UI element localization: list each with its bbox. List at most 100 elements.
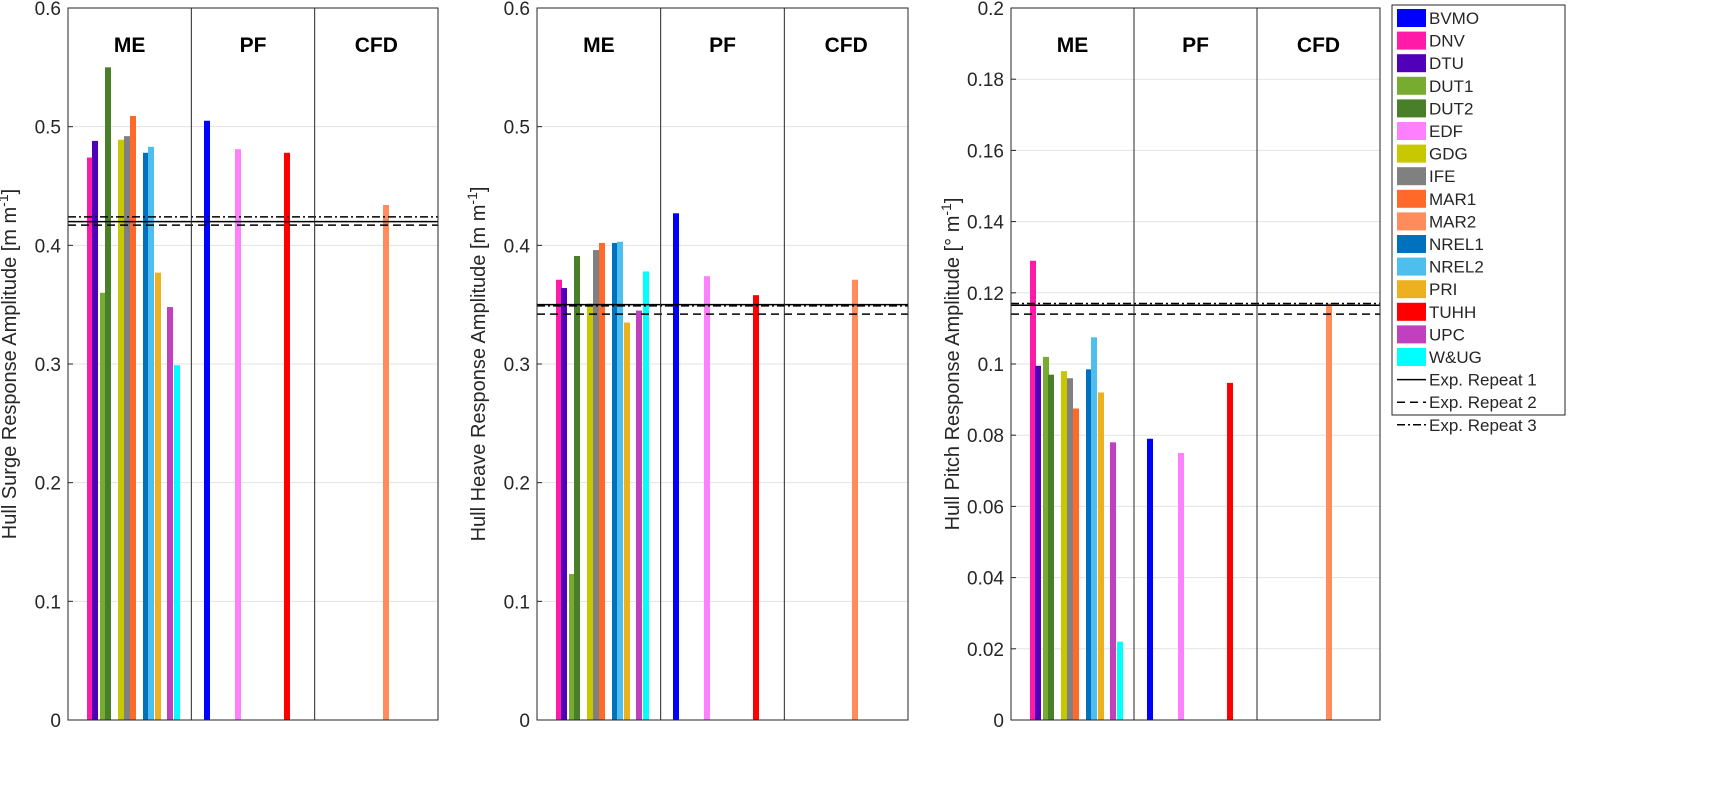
legend-label: DUT1 bbox=[1429, 77, 1473, 96]
y-tick-label: 0.6 bbox=[504, 0, 530, 20]
y-tick-label: 0.2 bbox=[504, 474, 530, 495]
section-label-me: ME bbox=[114, 34, 146, 57]
bar-dtu bbox=[1035, 365, 1041, 720]
legend-label: IFE bbox=[1429, 167, 1455, 186]
y-tick-label: 0.4 bbox=[504, 236, 531, 257]
legend-label: GDG bbox=[1429, 145, 1468, 164]
legend-label: DNV bbox=[1429, 32, 1466, 51]
legend-swatch bbox=[1397, 9, 1426, 27]
y-tick-label: 0.5 bbox=[35, 118, 61, 139]
y-tick-label: 0.2 bbox=[35, 474, 61, 495]
bar-dut1 bbox=[1043, 356, 1049, 720]
bar-pri bbox=[1098, 392, 1104, 720]
panel-2: 0 0.1 0.2 0.3 0.4 0.5 0.6 ME PF CFD Hull Heave Res… bbox=[464, 0, 909, 732]
bar-dnv bbox=[1030, 260, 1036, 720]
section-label-cfd: CFD bbox=[355, 34, 398, 57]
y-tick-label: 0.3 bbox=[504, 355, 530, 376]
legend-swatch bbox=[1397, 212, 1426, 231]
bar-nrel1 bbox=[612, 242, 618, 720]
bar-nrel2 bbox=[1091, 337, 1097, 720]
bar-tuhh bbox=[753, 295, 759, 720]
bar-w-ug bbox=[643, 271, 649, 720]
legend-swatch bbox=[1397, 99, 1426, 118]
panel-1: 0 0.1 0.2 0.3 0.4 0.5 0.6 ME PF CFD Hull Surge Res… bbox=[0, 0, 439, 732]
legend-label: Exp. Repeat 2 bbox=[1429, 393, 1537, 412]
y-tick-label: 0.06 bbox=[967, 497, 1004, 518]
bar-ife bbox=[1067, 378, 1073, 720]
bar-dut1 bbox=[100, 292, 106, 720]
y-tick-label: 0 bbox=[50, 711, 61, 732]
bar-upc bbox=[167, 307, 173, 720]
y-tick-label: 0 bbox=[519, 711, 530, 732]
bar-nrel1 bbox=[143, 152, 149, 721]
y-tick-label: 0.5 bbox=[504, 118, 530, 139]
bar-bvmo bbox=[204, 120, 210, 720]
y-tick-label: 0.02 bbox=[967, 640, 1004, 661]
legend-label: UPC bbox=[1429, 325, 1465, 344]
bar-ife bbox=[124, 136, 130, 720]
bar-mar1 bbox=[130, 115, 136, 720]
y-tick-label: 0.1 bbox=[504, 592, 530, 613]
legend-label: Exp. Repeat 3 bbox=[1429, 416, 1537, 435]
bar-dut2 bbox=[574, 256, 580, 720]
legend-swatch bbox=[1397, 235, 1426, 253]
bar-w-ug bbox=[174, 365, 180, 720]
bar-edf bbox=[704, 276, 710, 720]
bar-mar2 bbox=[852, 279, 858, 720]
legend-swatch bbox=[1397, 31, 1426, 50]
section-label-pf: PF bbox=[709, 34, 736, 57]
y-tick-label: 0.04 bbox=[967, 569, 1004, 590]
bar-bvmo bbox=[1147, 438, 1153, 720]
section-label-cfd: CFD bbox=[825, 34, 868, 57]
bar-nrel1 bbox=[1086, 369, 1092, 720]
y-tick-label: 0.12 bbox=[967, 284, 1004, 305]
legend-label: DTU bbox=[1429, 54, 1464, 73]
legend-swatch bbox=[1397, 54, 1426, 73]
legend-label: TUHH bbox=[1429, 303, 1476, 322]
bar-w-ug bbox=[1117, 641, 1123, 720]
legend-label: W&UG bbox=[1429, 348, 1482, 367]
legend-label: NREL2 bbox=[1429, 258, 1484, 277]
section-label-cfd: CFD bbox=[1297, 34, 1340, 57]
legend-label: BVMO bbox=[1429, 9, 1479, 28]
panel-3: 0 0.02 0.04 0.06 0.08 0.1 0.12 0.14 0.16 0.18 0.2 M… bbox=[938, 0, 1381, 732]
y-tick-label: 0.16 bbox=[967, 141, 1004, 162]
y-axis-label: Hull Pitch Response Amplitude [° m-1] bbox=[938, 198, 964, 531]
y-tick-label: 0.2 bbox=[978, 0, 1004, 20]
bar-edf bbox=[1178, 453, 1184, 720]
bar-nrel2 bbox=[148, 146, 154, 721]
bar-upc bbox=[1110, 442, 1116, 720]
bar-mar2 bbox=[383, 204, 389, 720]
legend-label: NREL1 bbox=[1429, 235, 1484, 254]
legend-label: MAR2 bbox=[1429, 212, 1476, 231]
legend-swatch bbox=[1397, 122, 1426, 140]
legend-swatch bbox=[1397, 348, 1426, 366]
legend-swatch bbox=[1397, 302, 1426, 321]
bar-dut1 bbox=[569, 574, 575, 720]
bar-dut2 bbox=[1048, 374, 1054, 720]
bar-tuhh bbox=[1227, 382, 1233, 720]
legend-swatch bbox=[1397, 189, 1426, 208]
bar-edf bbox=[235, 149, 241, 721]
legend-swatch bbox=[1397, 257, 1426, 276]
legend-label: MAR1 bbox=[1429, 190, 1476, 209]
bar-mar1 bbox=[1073, 408, 1079, 720]
y-tick-label: 0.08 bbox=[967, 426, 1004, 447]
legend-swatch bbox=[1397, 144, 1426, 163]
bar-bvmo bbox=[673, 213, 679, 720]
section-label-me: ME bbox=[1057, 34, 1089, 57]
legend-swatch bbox=[1397, 325, 1426, 344]
legend: BVMO DNV DTU DUT1 DUT2 EDF GDG IFE MAR1 MAR2 NREL1… bbox=[1391, 4, 1566, 435]
bar-dtu bbox=[561, 288, 567, 720]
bar-dtu bbox=[92, 140, 98, 720]
section-label-pf: PF bbox=[240, 34, 267, 57]
legend-label: Exp. Repeat 1 bbox=[1429, 371, 1537, 390]
legend-swatch bbox=[1397, 280, 1426, 299]
y-tick-label: 0.1 bbox=[978, 355, 1004, 376]
axes-frame bbox=[67, 7, 439, 721]
legend-label: EDF bbox=[1429, 122, 1463, 141]
axes-frame bbox=[1010, 7, 1381, 721]
y-tick-label: 0.1 bbox=[35, 592, 61, 613]
bar-mar1 bbox=[599, 242, 605, 720]
